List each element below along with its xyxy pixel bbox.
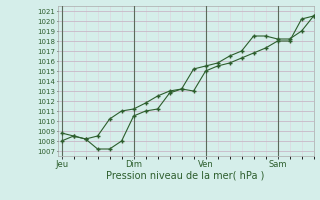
X-axis label: Pression niveau de la mer( hPa ): Pression niveau de la mer( hPa ) — [107, 171, 265, 181]
